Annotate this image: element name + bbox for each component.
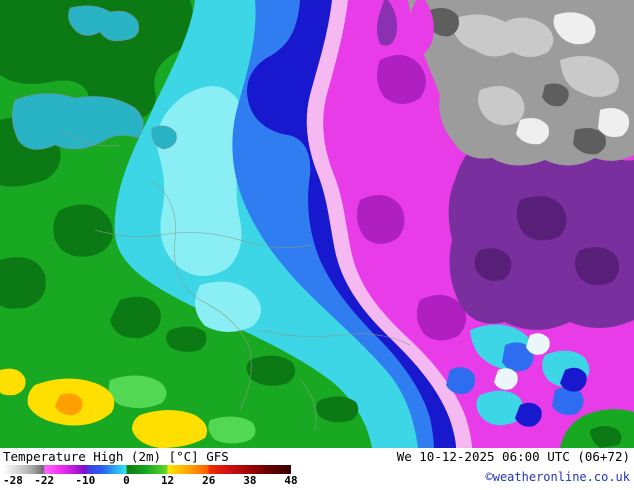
- legend-tick-labels: -28 -22 -10 0 12 26 38 48: [3, 474, 298, 487]
- footer-right: We 10-12-2025 06:00 UTC (06+72) ©weather…: [397, 449, 630, 484]
- footer-left: Temperature High (2m) [°C] GFS -28 -22 -10…: [3, 449, 305, 487]
- legend-color-bar: [3, 465, 291, 474]
- temperature-map: [0, 0, 634, 448]
- legend-tick: -22: [34, 474, 55, 487]
- legend-tick: 48: [284, 474, 298, 487]
- map-title: Temperature High (2m) [°C] GFS: [3, 449, 229, 464]
- legend-tick: -28: [3, 474, 23, 487]
- legend-tick: 38: [243, 474, 257, 487]
- country-borders: [59, 129, 411, 431]
- legend-tick: -10: [75, 474, 96, 487]
- legend-tick: 26: [202, 474, 216, 487]
- footer-bar: Temperature High (2m) [°C] GFS -28 -22 -10…: [0, 448, 634, 490]
- legend-tick: 12: [160, 474, 175, 487]
- temperature-legend: -28 -22 -10 0 12 26 38 48: [3, 465, 298, 487]
- copyright-link[interactable]: ©weatheronline.co.uk: [485, 470, 631, 484]
- forecast-datetime: We 10-12-2025 06:00 UTC (06+72): [396, 449, 630, 464]
- legend-tick: 0: [123, 474, 130, 487]
- temperature-map-graphic: [0, 0, 634, 448]
